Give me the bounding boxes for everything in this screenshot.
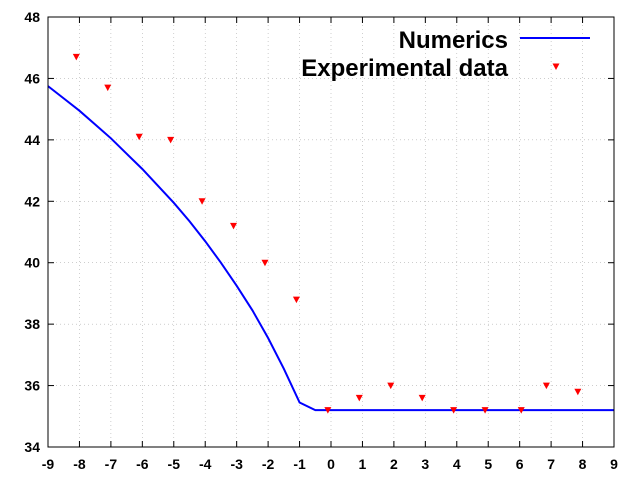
data-point-experimental-data <box>167 136 175 144</box>
x-tick-label: -2 <box>262 456 275 472</box>
x-tick-labels: -9 -8 -7 -6 -5 -4 -3 -2 -1 0 1 2 3 4 5 6 7 8 9 <box>42 456 618 472</box>
x-tick-label: -1 <box>293 456 306 472</box>
x-tick-label: 7 <box>547 456 555 472</box>
legend-label-experimental-data: Experimental data <box>301 55 508 82</box>
data-point-experimental-data <box>517 407 525 414</box>
x-tick-label: -3 <box>230 456 243 472</box>
data-point-experimental-data <box>292 296 300 304</box>
x-tick-label: 6 <box>516 456 524 472</box>
data-point-experimental-data <box>574 388 582 396</box>
x-tick-label: -5 <box>168 456 181 472</box>
y-tick-label: 34 <box>24 439 40 455</box>
legend-marker-experimental-data <box>552 63 560 70</box>
x-tick-label: 5 <box>484 456 492 472</box>
legend: Numerics Experimental data <box>301 27 590 82</box>
y-tick-label: 42 <box>24 193 40 209</box>
x-tick-label: -9 <box>42 456 55 472</box>
data-point-experimental-data <box>324 407 332 414</box>
legend-label-numerics: Numerics <box>399 27 508 54</box>
x-tick-label: 2 <box>390 456 398 472</box>
x-tick-label: 3 <box>421 456 429 472</box>
series-layer <box>47 53 614 414</box>
x-tick-label: -7 <box>105 456 118 472</box>
x-tick-label: 0 <box>327 456 335 472</box>
y-tick-labels: 34 36 38 40 42 44 46 48 <box>24 9 40 455</box>
y-tick-label: 38 <box>24 316 40 332</box>
y-tick-label: 44 <box>24 132 40 148</box>
y-tick-label: 46 <box>24 70 40 86</box>
data-point-experimental-data <box>72 53 80 61</box>
x-tick-label: -6 <box>136 456 149 472</box>
data-point-experimental-data <box>355 394 363 402</box>
x-tick-label: -4 <box>199 456 212 472</box>
data-point-experimental-data <box>198 198 206 205</box>
data-point-experimental-data <box>450 407 458 414</box>
data-point-experimental-data <box>418 394 426 402</box>
data-point-experimental-data <box>387 382 395 390</box>
data-point-experimental-data <box>104 84 112 92</box>
y-tick-label: 36 <box>24 378 40 394</box>
x-tick-label: 8 <box>579 456 587 472</box>
data-point-experimental-data <box>261 259 269 267</box>
data-point-experimental-data <box>230 222 238 230</box>
data-point-experimental-data <box>481 407 489 414</box>
x-tick-label: 1 <box>359 456 367 472</box>
x-tick-label: -8 <box>73 456 86 472</box>
data-point-experimental-data <box>542 382 550 390</box>
y-tick-label: 40 <box>24 255 40 271</box>
axis-ticks <box>47 16 615 448</box>
data-point-experimental-data <box>135 133 143 141</box>
y-tick-label: 48 <box>24 9 40 25</box>
x-tick-label: 9 <box>610 456 618 472</box>
series-line-numerics <box>47 85 614 412</box>
x-tick-label: 4 <box>453 456 461 472</box>
